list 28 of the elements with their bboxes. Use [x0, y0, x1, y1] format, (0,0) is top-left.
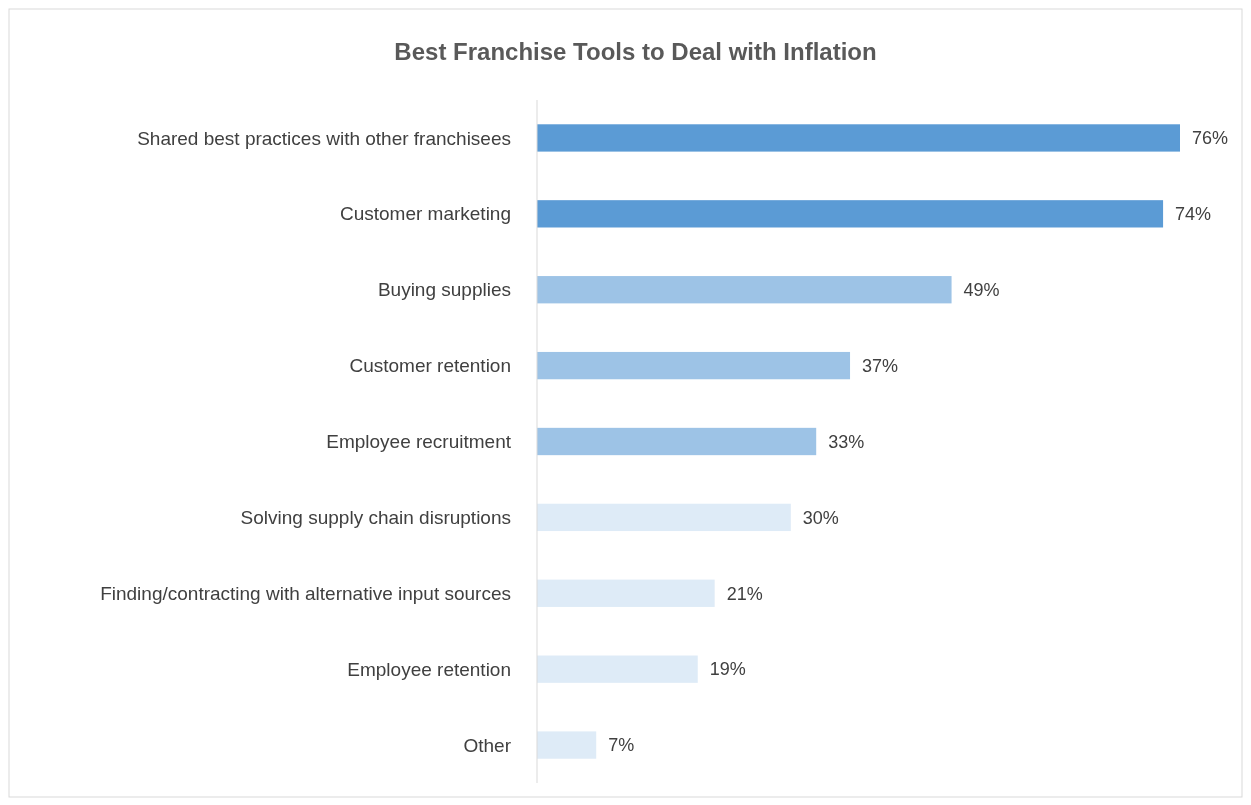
data-label: 76%	[1192, 128, 1229, 149]
data-label: 49%	[963, 280, 1000, 301]
y-tick-label: Employee recruitment	[326, 431, 512, 453]
y-tick-label: Employee retention	[347, 658, 511, 680]
chart-title: Best Franchise Tools to Deal with Inflation	[394, 38, 877, 65]
data-label: 33%	[828, 431, 865, 452]
bar	[537, 731, 597, 759]
y-tick-label: Customer marketing	[339, 203, 511, 225]
bar	[537, 351, 851, 380]
data-label: 74%	[1175, 204, 1212, 225]
data-label: 21%	[726, 583, 763, 604]
y-tick-label: Solving supply chain disruptions	[240, 507, 511, 529]
y-tick-label: Other	[463, 734, 512, 756]
data-label: 7%	[608, 735, 635, 756]
y-tick-label: Finding/contracting with alternative input sources	[100, 582, 511, 604]
bar	[537, 427, 817, 456]
bar	[537, 276, 952, 304]
data-label: 37%	[862, 355, 899, 376]
y-tick-label: Shared best practices with other franchisees	[137, 127, 511, 149]
data-label: 19%	[709, 659, 746, 680]
bar	[537, 503, 791, 532]
bar	[537, 124, 1180, 152]
data-label: 30%	[802, 507, 839, 528]
bar	[537, 200, 1164, 228]
bar	[537, 655, 698, 683]
y-tick-label: Buying supplies	[377, 279, 511, 301]
y-tick-label: Customer retention	[349, 355, 511, 377]
bar	[537, 579, 715, 607]
